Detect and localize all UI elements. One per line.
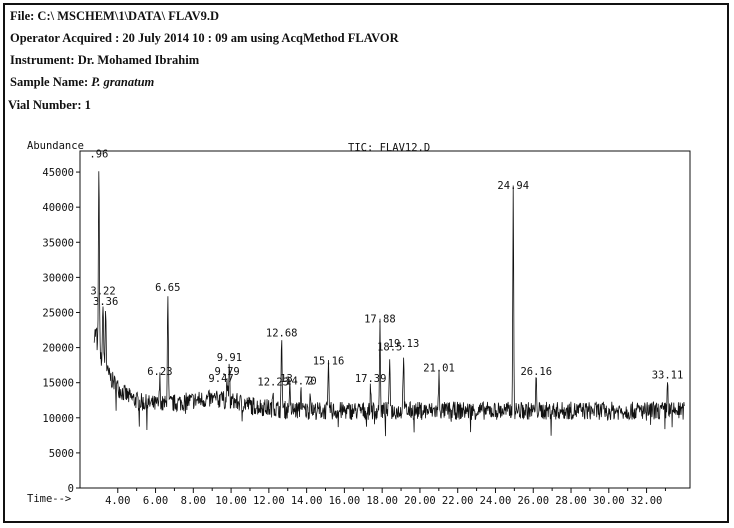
peak-label: 6.65 xyxy=(155,282,180,294)
peak-label: 26.16 xyxy=(520,366,552,378)
x-tick-label: 14.00 xyxy=(291,495,323,507)
tic-trace xyxy=(93,171,685,437)
x-tick-label: 32.00 xyxy=(631,495,663,507)
peak-label: 15.16 xyxy=(313,356,345,368)
peak-label: 17.39 xyxy=(355,373,387,385)
x-tick-label: 4.00 xyxy=(105,495,130,507)
x-tick-label: 18.00 xyxy=(366,495,398,507)
peak-label: 9.47 xyxy=(208,373,233,385)
peak-label: 9.79 xyxy=(214,366,239,378)
y-tick-label: 25000 xyxy=(42,307,74,319)
x-tick-label: 28.00 xyxy=(555,495,587,507)
y-tick-label: 10000 xyxy=(42,413,74,425)
peak-label: 3.22 xyxy=(90,285,115,297)
x-tick-label: 30.00 xyxy=(593,495,625,507)
y-tick-label: 15000 xyxy=(42,378,74,390)
peak-label: 9.91 xyxy=(217,352,242,364)
y-tick-label: 45000 xyxy=(42,167,74,179)
y-axis-label: Abundance xyxy=(27,140,84,152)
peak-label: 6.23 xyxy=(147,366,172,378)
y-tick-label: 40000 xyxy=(42,202,74,214)
peak-label: 17.88 xyxy=(364,314,396,326)
x-tick-label: 10.00 xyxy=(215,495,247,507)
peak-label: 24.94 xyxy=(497,180,529,192)
peak-label: 3.36 xyxy=(93,296,118,308)
sample-name-label: Sample Name: xyxy=(10,75,92,89)
peak-label: 14.70 xyxy=(285,375,317,387)
y-tick-label: 5000 xyxy=(49,448,74,460)
x-tick-label: 22.00 xyxy=(442,495,474,507)
x-tick-label: 16.00 xyxy=(329,495,361,507)
x-tick-label: 20.00 xyxy=(404,495,436,507)
peak-label: 21.01 xyxy=(423,363,455,375)
peak-label: 18.5 xyxy=(377,342,402,354)
y-tick-label: 35000 xyxy=(42,237,74,249)
x-axis-label: Time--> xyxy=(27,493,71,505)
page-border xyxy=(3,3,729,523)
x-tick-label: 24.00 xyxy=(480,495,512,507)
x-tick-label: 26.00 xyxy=(517,495,549,507)
peak-label: 33.11 xyxy=(652,370,684,382)
peak-label: 12.23 xyxy=(257,377,289,389)
peak-label: .96 xyxy=(89,149,108,161)
x-tick-label: 6.00 xyxy=(143,495,168,507)
peak-label: 12.68 xyxy=(266,328,298,340)
instrument-line: Instrument: Dr. Mohamed Ibrahim xyxy=(10,53,200,67)
operator-line: Operator Acquired : 20 July 2014 10 : 09… xyxy=(10,31,399,45)
sample-name-value: P. granatum xyxy=(91,75,155,89)
y-tick-label: 30000 xyxy=(42,272,74,284)
x-tick-label: 8.00 xyxy=(181,495,206,507)
chart-title: TIC: FLAV12.D xyxy=(348,142,430,154)
x-tick-label: 12.00 xyxy=(253,495,285,507)
plot-frame xyxy=(79,150,691,489)
y-tick-label: 0 xyxy=(68,483,74,495)
peak-label: 13. xyxy=(280,373,299,385)
peak-label: 19.13 xyxy=(388,338,420,350)
vial-number: Vial Number: 1 xyxy=(8,98,91,112)
sample-name: Sample Name: P. granatum xyxy=(10,75,154,90)
file-path: File: C:\ MSCHEM\1\DATA\ FLAV9.D xyxy=(10,9,220,23)
y-tick-label: 20000 xyxy=(42,343,74,355)
peak-label: 2 xyxy=(307,375,313,387)
